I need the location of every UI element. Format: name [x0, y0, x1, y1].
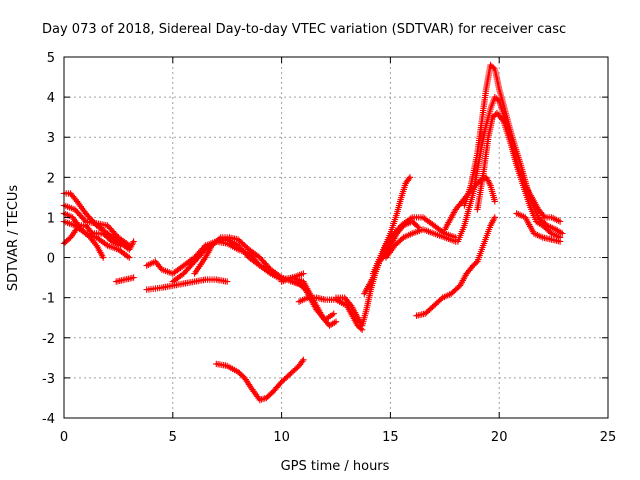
x-tick-label: 20	[491, 430, 508, 445]
series-plus-markers	[382, 226, 459, 261]
y-tick-label: -1	[42, 292, 55, 307]
series-track-12	[295, 294, 366, 333]
series-track-16	[382, 226, 459, 261]
series-track-19	[461, 61, 566, 237]
plot-frame	[63, 56, 609, 419]
series-track-11	[278, 274, 340, 329]
series-plus-markers	[113, 274, 137, 285]
y-tick-label: 2	[47, 171, 55, 186]
axis-ticks: 0 5 10 15 20 25 -4 -3 -2 -1 0 1 2 3 4 5	[42, 51, 616, 445]
series-track-15	[369, 214, 459, 277]
series-track-8	[143, 276, 231, 293]
series-plus-markers	[369, 214, 459, 277]
y-tick-label: 3	[47, 131, 55, 146]
series-track-10	[191, 234, 307, 291]
y-tick-label: 0	[47, 252, 55, 267]
series-track-23	[213, 356, 307, 404]
series-plus-markers	[143, 276, 231, 293]
y-tick-label: -4	[42, 412, 55, 427]
x-tick-label: 15	[382, 430, 399, 445]
y-tick-label: -3	[42, 372, 55, 387]
series-plus-markers	[413, 214, 498, 319]
series-plus-markers	[295, 294, 366, 333]
series-track-21	[474, 110, 564, 241]
x-axis-label: GPS time / hours	[281, 459, 390, 474]
y-tick-label: 5	[47, 51, 55, 66]
series-track-3	[60, 218, 133, 261]
series-track-4	[60, 222, 124, 249]
y-axis-label: SDTVAR / TECUs	[6, 185, 21, 292]
series-plus-markers	[454, 93, 564, 245]
series-plus-markers	[278, 274, 340, 329]
series-plus-markers	[513, 210, 564, 245]
series-track-17	[413, 214, 498, 319]
series-plus-markers	[474, 110, 564, 241]
series-plus-markers	[461, 61, 566, 237]
y-tick-label: 1	[47, 211, 55, 226]
x-tick-label: 25	[600, 430, 617, 445]
x-tick-label: 10	[273, 430, 290, 445]
chart-title: Day 073 of 2018, Sidereal Day-to-day VTE…	[42, 22, 566, 37]
gridlines	[64, 57, 608, 418]
x-tick-label: 0	[60, 430, 68, 445]
series-plus-markers	[213, 356, 307, 404]
y-tick-label: 4	[47, 91, 55, 106]
data-series	[60, 61, 566, 404]
series-track-18	[454, 93, 564, 245]
y-tick-label: -2	[42, 332, 55, 347]
series-track-22	[513, 210, 564, 245]
x-tick-label: 5	[169, 430, 177, 445]
series-track-6	[113, 274, 137, 285]
